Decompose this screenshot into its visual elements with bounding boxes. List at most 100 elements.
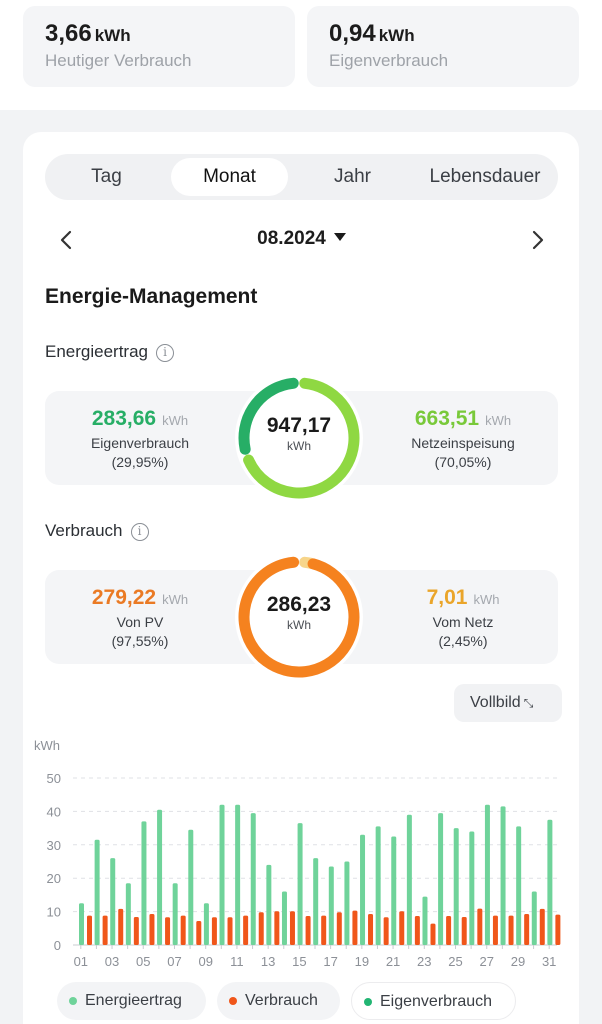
- bar-energieertrag: [391, 836, 397, 945]
- bar-verbrauch: [180, 915, 186, 945]
- bar-energieertrag: [328, 866, 334, 945]
- x-tick-label: 11: [230, 954, 244, 969]
- chevron-left-icon[interactable]: [53, 226, 81, 254]
- self-consumption-card: 0,94 kWh Eigenverbrauch: [307, 6, 579, 87]
- bar-energieertrag: [469, 831, 475, 945]
- bar-energieertrag: [531, 891, 537, 945]
- bar-energieertrag: [547, 819, 553, 945]
- bar-verbrauch: [414, 915, 420, 945]
- bar-verbrauch: [555, 914, 561, 945]
- bar-verbrauch: [321, 915, 327, 945]
- x-tick-label: 13: [261, 954, 275, 969]
- legend-verbrauch[interactable]: Verbrauch: [217, 982, 340, 1020]
- legend-dot: [364, 998, 372, 1006]
- bar-verbrauch: [383, 917, 389, 945]
- bar-energieertrag: [235, 804, 241, 945]
- y-axis-unit-label: kWh: [34, 738, 60, 753]
- top-summary-strip: 3,66 kWh Heutiger Verbrauch 0,94 kWh Eigen…: [0, 0, 602, 110]
- bar-verbrauch: [539, 908, 545, 945]
- legend-eigenverbrauch[interactable]: Eigenverbrauch: [351, 982, 516, 1020]
- consumption-ring: 286,23 kWh: [235, 553, 363, 681]
- bar-verbrauch: [492, 915, 498, 945]
- bar-verbrauch: [461, 916, 467, 945]
- bar-verbrauch: [336, 912, 342, 945]
- x-tick-label: 17: [323, 954, 337, 969]
- y-tick-label: 40: [47, 804, 61, 819]
- bar-energieertrag: [94, 839, 100, 945]
- bar-energieertrag: [188, 829, 194, 945]
- self-consumption-value: 0,94 kWh: [329, 20, 415, 47]
- section-title: Energie-Management: [45, 285, 258, 308]
- energy-management-card: Tag Monat Jahr Lebensdauer 08.2024 Energ…: [23, 132, 579, 1024]
- x-tick-label: 21: [386, 954, 400, 969]
- bar-energieertrag: [453, 828, 459, 945]
- bar-verbrauch: [165, 917, 171, 945]
- bar-energieertrag: [406, 814, 412, 945]
- grid-feed-stat: 663,51 kWh Netzeinspeisung (70,05%): [411, 407, 515, 470]
- x-tick-label: 05: [136, 954, 150, 969]
- legend-energieertrag[interactable]: Energieertrag: [57, 982, 206, 1020]
- from-grid-stat: 7,01 kWh Vom Netz (2,45%): [426, 586, 500, 649]
- tab-jahr[interactable]: Jahr: [334, 166, 371, 187]
- info-icon[interactable]: i: [156, 344, 175, 362]
- y-tick-label: 30: [47, 838, 61, 853]
- bar-energieertrag: [438, 813, 444, 945]
- bar-verbrauch: [508, 915, 514, 945]
- expand-icon: ⤡: [523, 696, 534, 710]
- period-tabs: Tag Monat Jahr Lebensdauer: [45, 154, 558, 200]
- x-tick-label: 29: [511, 954, 525, 969]
- bar-verbrauch: [274, 911, 280, 945]
- bar-energieertrag: [375, 826, 381, 945]
- x-tick-label: 15: [292, 954, 306, 969]
- x-tick-label: 23: [417, 954, 431, 969]
- info-icon[interactable]: i: [130, 523, 149, 541]
- today-consumption-label: Heutiger Verbrauch: [45, 51, 192, 70]
- from-pv-stat: 279,22 kWh Von PV (97,55%): [91, 586, 189, 649]
- bar-verbrauch: [258, 912, 264, 945]
- bar-energieertrag: [297, 823, 303, 945]
- x-tick-label: 03: [105, 954, 119, 969]
- y-tick-label: 10: [47, 905, 61, 920]
- bar-verbrauch: [196, 920, 202, 945]
- ring-segment-netzeinspeisung: [238, 377, 360, 499]
- energy-yield-heading: Energieertrag i: [45, 342, 175, 362]
- bar-energieertrag: [203, 903, 209, 945]
- legend-dot: [229, 997, 237, 1005]
- bar-energieertrag: [141, 821, 147, 945]
- month-selector[interactable]: 08.2024: [45, 228, 558, 250]
- fullscreen-button[interactable]: Vollbild ⤡: [454, 684, 562, 722]
- bar-verbrauch: [227, 917, 233, 945]
- bar-verbrauch: [149, 913, 155, 945]
- consumption-heading: Verbrauch i: [45, 521, 149, 541]
- y-tick-label: 50: [47, 771, 61, 786]
- self-use-stat: 283,66 kWh Eigenverbrauch (29,95%): [90, 407, 190, 470]
- x-tick-label: 25: [448, 954, 462, 969]
- daily-energy-chart: kWh 0 10 20 30 40 50 01 03 05 07 09 11 13 15 17 19 21 23 25…: [34, 738, 561, 969]
- bar-verbrauch: [305, 915, 311, 945]
- bar-verbrauch: [430, 923, 436, 945]
- x-tick-label: 01: [74, 954, 88, 969]
- ring-segment-eigenverbrauch: [238, 377, 360, 499]
- x-tick-label: 07: [167, 954, 181, 969]
- tab-tag[interactable]: Tag: [91, 166, 122, 187]
- chevron-right-icon[interactable]: [523, 226, 551, 254]
- tab-lebensdauer[interactable]: Lebensdauer: [429, 166, 541, 187]
- bar-energieertrag: [266, 864, 272, 945]
- bar-energieertrag: [516, 826, 522, 945]
- bar-verbrauch: [118, 908, 124, 945]
- bar-energieertrag: [281, 891, 287, 945]
- x-tick-label: 09: [198, 954, 212, 969]
- bar-verbrauch: [87, 915, 92, 945]
- consumption-total: 286,23: [266, 593, 332, 616]
- bar-energieertrag: [344, 861, 350, 945]
- bar-energieertrag: [172, 883, 178, 945]
- x-tick-label: 27: [480, 954, 494, 969]
- bar-verbrauch: [368, 913, 374, 945]
- date-navigator: 08.2024: [45, 220, 558, 260]
- tab-monat[interactable]: Monat: [171, 158, 288, 196]
- bar-energieertrag: [110, 858, 116, 945]
- bar-verbrauch: [352, 910, 358, 945]
- ring-segment-vom-netz: [238, 556, 360, 678]
- today-consumption-value: 3,66 kWh: [45, 20, 131, 47]
- ring-segment-von-pv: [238, 556, 360, 678]
